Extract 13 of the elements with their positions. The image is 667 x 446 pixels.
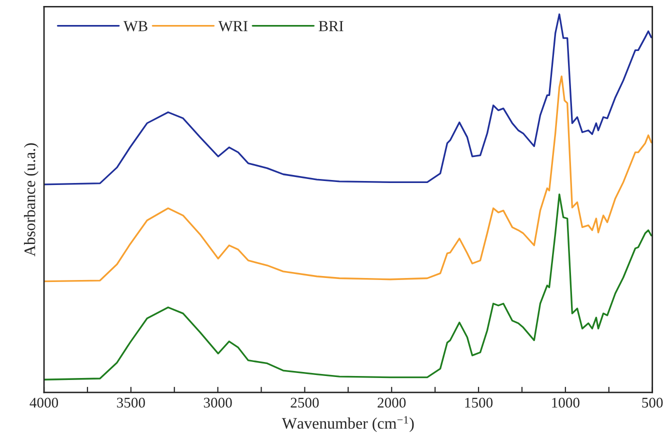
legend-label: WRI <box>218 21 248 32</box>
x-tick-label: 1000 <box>552 398 580 408</box>
x-axis-title: Wavenumber (cm$^{−1}$) <box>282 416 414 432</box>
x-tick-label: 2500 <box>290 398 319 408</box>
x-tick-label: 1500 <box>465 398 493 408</box>
x-tick-label: 2000 <box>378 398 406 408</box>
x-tick-label: 3500 <box>117 398 145 408</box>
y-axis-title: Absorbance (u.a.) <box>24 143 38 256</box>
legend-label: WB <box>123 21 148 32</box>
x-tick-label: 3000 <box>204 398 232 408</box>
legend-label: BRI <box>318 21 344 32</box>
x-tick-label: 4000 <box>30 398 58 408</box>
x-tick-label: 500 <box>642 398 663 408</box>
